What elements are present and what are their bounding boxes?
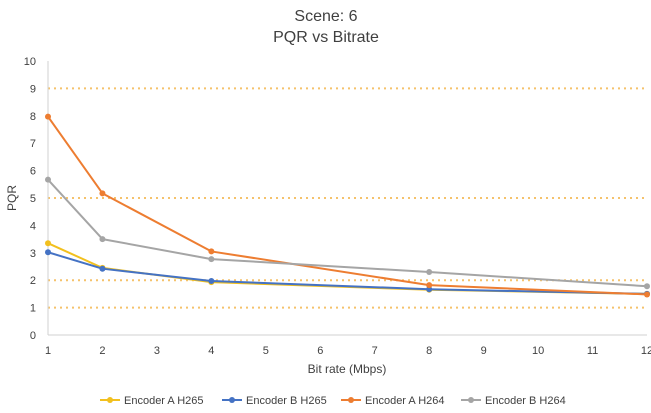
x-axis-label: Bit rate (Mbps)	[308, 362, 387, 376]
y-tick-label: 7	[30, 138, 36, 150]
legend-label-encoder-b-h264: Encoder B H264	[485, 395, 566, 407]
data-point-encoder-a-h264	[644, 291, 650, 298]
axes	[47, 61, 647, 336]
y-tick-labels: 0 1 2 3 4 5 6 7 8 9 10	[24, 56, 36, 342]
data-point-encoder-a-h265	[45, 240, 51, 247]
data-point-encoder-a-h264	[45, 113, 51, 120]
data-point-encoder-a-h264	[208, 248, 215, 255]
data-point-encoder-a-h264	[426, 282, 433, 289]
legend-label-encoder-b-h265: Encoder B H265	[246, 395, 327, 407]
data-point-encoder-b-h265	[426, 286, 433, 293]
gridlines	[48, 87, 647, 309]
x-tick-label: 9	[481, 345, 487, 357]
y-tick-label: 0	[30, 330, 36, 342]
y-tick-label: 1	[30, 303, 36, 315]
y-tick-label: 4	[30, 220, 36, 232]
data-point-encoder-b-h265	[45, 249, 51, 256]
x-tick-label: 12	[641, 345, 651, 357]
y-tick-label: 6	[30, 166, 36, 178]
x-tick-labels: 1 2 3 4 5 6 7 8 9 10 11 12	[45, 345, 651, 357]
data-point-encoder-b-h265	[208, 278, 215, 285]
data-point-encoder-a-h264	[99, 190, 106, 197]
x-tick-label: 4	[208, 345, 214, 357]
x-tick-label: 1	[45, 345, 51, 357]
x-tick-label: 7	[372, 345, 378, 357]
y-tick-label: 2	[30, 275, 36, 287]
legend-label-encoder-a-h265: Encoder A H265	[124, 395, 204, 407]
legend-marker-encoder-b-h265	[229, 397, 235, 403]
chart-title: Scene: 6	[294, 8, 357, 25]
y-tick-label: 5	[30, 193, 36, 205]
data-point-encoder-b-h264	[208, 256, 215, 263]
legend-marker-encoder-a-h264	[348, 397, 354, 403]
series-line-encoder-b-h264	[47, 178, 648, 288]
series-group	[45, 113, 650, 298]
x-tick-label: 10	[532, 345, 544, 357]
legend-marker-encoder-a-h265	[107, 397, 113, 403]
x-tick-label: 8	[426, 345, 432, 357]
y-axis-label: PQR	[5, 185, 19, 211]
data-point-encoder-b-h264	[45, 176, 51, 183]
legend-marker-encoder-b-h264	[468, 397, 474, 403]
chart-subtitle: PQR vs Bitrate	[273, 29, 379, 46]
x-tick-label: 5	[263, 345, 269, 357]
legend: Encoder A H265 Encoder B H265 Encoder A H2…	[100, 395, 566, 407]
x-tick-label: 11	[587, 345, 598, 357]
y-tick-label: 10	[24, 56, 36, 68]
data-point-encoder-b-h264	[99, 236, 106, 243]
y-tick-label: 8	[30, 111, 36, 123]
legend-label-encoder-a-h264: Encoder A H264	[365, 395, 445, 407]
y-tick-label: 3	[30, 248, 36, 260]
data-point-encoder-b-h265	[99, 265, 106, 272]
x-tick-label: 3	[154, 345, 160, 357]
data-point-encoder-b-h264	[644, 283, 650, 290]
x-tick-label: 6	[317, 345, 323, 357]
y-tick-label: 9	[30, 83, 36, 95]
x-tick-label: 2	[99, 345, 105, 357]
data-point-encoder-b-h264	[426, 268, 433, 275]
